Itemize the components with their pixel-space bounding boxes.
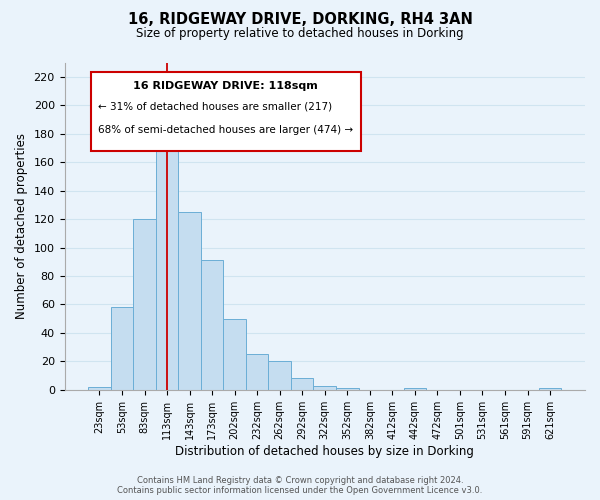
Bar xyxy=(268,362,291,390)
Bar xyxy=(201,260,223,390)
Text: 16, RIDGEWAY DRIVE, DORKING, RH4 3AN: 16, RIDGEWAY DRIVE, DORKING, RH4 3AN xyxy=(128,12,472,28)
Bar xyxy=(291,378,313,390)
Bar xyxy=(111,308,133,390)
Y-axis label: Number of detached properties: Number of detached properties xyxy=(15,133,28,319)
Text: 68% of semi-detached houses are larger (474) →: 68% of semi-detached houses are larger (… xyxy=(98,124,353,134)
Text: 16 RIDGEWAY DRIVE: 118sqm: 16 RIDGEWAY DRIVE: 118sqm xyxy=(133,80,318,90)
Text: Contains HM Land Registry data © Crown copyright and database right 2024.
Contai: Contains HM Land Registry data © Crown c… xyxy=(118,476,482,495)
Bar xyxy=(246,354,268,390)
X-axis label: Distribution of detached houses by size in Dorking: Distribution of detached houses by size … xyxy=(175,444,474,458)
Bar xyxy=(336,388,359,390)
Bar xyxy=(178,212,201,390)
Bar xyxy=(539,388,562,390)
Text: ← 31% of detached houses are smaller (217): ← 31% of detached houses are smaller (21… xyxy=(98,102,332,112)
Bar xyxy=(156,134,178,390)
Bar xyxy=(404,388,426,390)
Bar xyxy=(223,318,246,390)
Bar xyxy=(88,387,111,390)
Bar xyxy=(313,386,336,390)
FancyBboxPatch shape xyxy=(91,72,361,151)
Text: Size of property relative to detached houses in Dorking: Size of property relative to detached ho… xyxy=(136,28,464,40)
Bar xyxy=(133,219,156,390)
